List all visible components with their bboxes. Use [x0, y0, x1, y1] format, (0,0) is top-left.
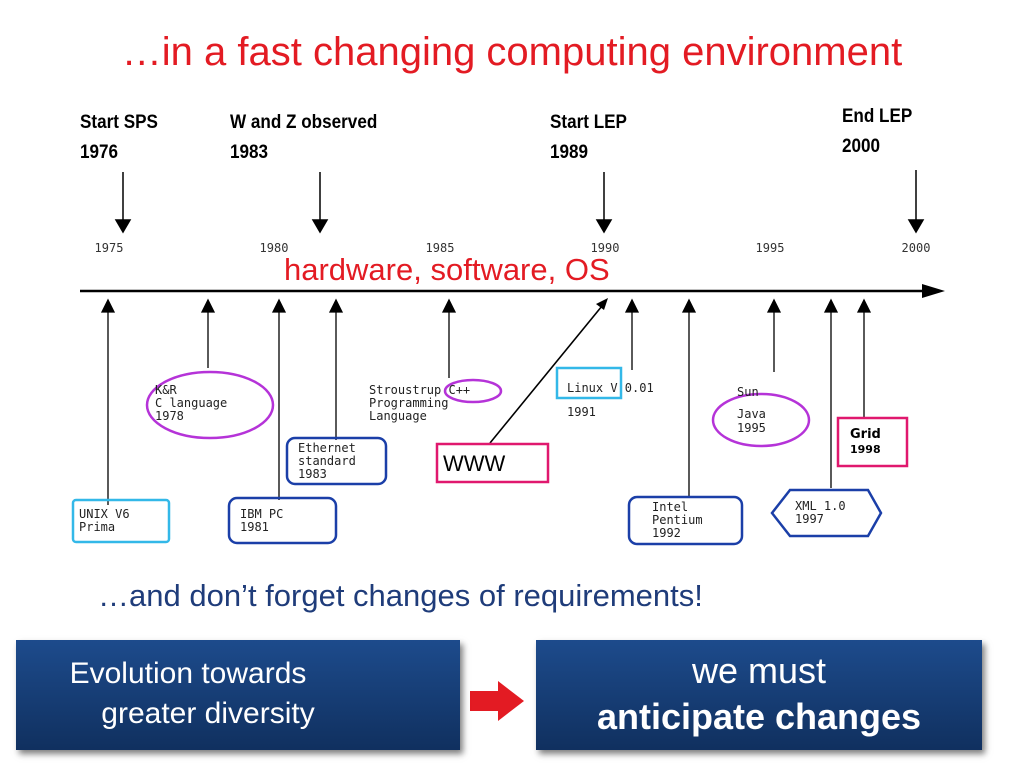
event-line: 1981 — [240, 520, 269, 534]
milestone-year: 1989 — [550, 142, 589, 163]
milestone-arrowhead — [311, 219, 329, 234]
event-line: Programming — [369, 396, 449, 410]
cpp-ellipse — [443, 378, 503, 404]
panel-line-bold: anticipate changes — [596, 696, 922, 737]
event-line: K&R — [155, 383, 177, 397]
linux-box — [555, 366, 623, 400]
event-java: Sun Java 1995 — [737, 385, 766, 435]
event-line: 1998 — [850, 443, 881, 456]
milestone-arrowhead — [595, 219, 613, 234]
milestone-start-sps: Start SPS 1976 — [80, 108, 158, 168]
milestone-arrowhead — [114, 219, 132, 234]
event-line: Pentium — [652, 513, 703, 527]
panel-line: Evolution towards — [69, 657, 307, 690]
timeline-label: hardware, software, OS — [284, 252, 610, 287]
event-line: XML 1.0 — [795, 499, 846, 513]
slide-title: …in a fast changing computing environmen… — [121, 30, 903, 74]
event-line: Language — [369, 409, 427, 423]
arrowhead — [200, 298, 216, 313]
event-linux: Linux V 0.01 1991 — [567, 376, 654, 424]
unix-box — [71, 498, 171, 544]
arrowhead — [823, 298, 839, 313]
timeline-arrowhead — [922, 284, 945, 298]
www-arrowhead — [596, 298, 608, 310]
event-line: Java — [737, 407, 766, 421]
event-line: Sun — [737, 385, 759, 399]
event-line: standard — [298, 454, 356, 468]
milestone-label: Start SPS — [80, 112, 158, 133]
milestone-year: 2000 — [842, 136, 881, 157]
arrowhead — [271, 298, 287, 313]
panel-line: we must — [691, 650, 827, 691]
milestone-arrowhead — [907, 219, 925, 234]
event-line: UNIX V6 — [79, 507, 130, 521]
tick-label: 2000 — [901, 241, 931, 255]
tick-label: 1975 — [94, 241, 124, 255]
panel-line: greater diversity — [101, 697, 315, 730]
event-stroustrup: Stroustrup C++ Programming Language — [369, 384, 470, 423]
event-intel: Intel Pentium 1992 — [652, 501, 703, 540]
event-line: Stroustrup C++ — [369, 383, 471, 397]
tick-label: 1980 — [259, 241, 289, 255]
event-xml: XML 1.0 1997 — [795, 500, 846, 526]
red-arrow-body — [470, 691, 500, 711]
milestone-start-lep: Start LEP 1989 — [550, 108, 627, 168]
requirements-note: …and don’t forget changes of requirement… — [98, 578, 703, 613]
event-grid: Grid 1998 — [850, 427, 881, 457]
event-line: 1991 — [567, 405, 596, 419]
arrowhead — [441, 298, 457, 313]
intel-box — [627, 495, 744, 546]
www-arrow-line — [489, 305, 603, 444]
milestone-label: W and Z observed — [230, 112, 378, 133]
grid-box — [836, 416, 909, 468]
event-line: 1983 — [298, 467, 327, 481]
event-ethernet: Ethernet standard 1983 — [298, 442, 356, 481]
event-ibm-pc: IBM PC 1981 — [240, 508, 283, 534]
milestone-year: 1976 — [80, 142, 119, 163]
java-ellipse — [711, 392, 811, 448]
event-line: Intel — [652, 500, 689, 514]
event-line: C language — [155, 396, 228, 410]
xml-hexagon — [770, 488, 883, 538]
arrowhead — [766, 298, 782, 313]
arrowhead — [856, 298, 872, 313]
event-line: 1978 — [155, 409, 184, 423]
event-www: WWW — [443, 451, 506, 476]
milestone-wz-observed: W and Z observed 1983 — [230, 108, 377, 168]
milestone-label: End LEP — [842, 106, 913, 127]
kr-ellipse — [145, 370, 275, 440]
milestone-year: 1983 — [230, 142, 269, 163]
milestone-label: Start LEP — [550, 112, 627, 133]
event-line: IBM PC — [240, 507, 284, 521]
event-line: 1995 — [737, 421, 766, 435]
event-line: Grid — [850, 427, 881, 442]
www-box — [435, 442, 550, 484]
diversity-panel: Evolution towards greater diversity — [16, 640, 460, 750]
milestone-end-lep: End LEP 2000 — [842, 102, 912, 162]
event-kr: K&R C language 1978 — [155, 384, 227, 423]
tick-label: 1995 — [755, 241, 785, 255]
arrowhead — [328, 298, 344, 313]
arrowhead — [624, 298, 640, 313]
red-arrow-icon — [498, 681, 524, 721]
event-line: Linux V 0.01 — [567, 381, 654, 395]
tick-label: 1985 — [425, 241, 455, 255]
ethernet-box — [285, 436, 388, 486]
anticipate-panel: we must anticipate changes — [536, 640, 982, 750]
tick-label: 1990 — [590, 241, 620, 255]
event-line: Ethernet — [298, 441, 356, 455]
event-unix: UNIX V6 Prima — [79, 508, 130, 534]
event-line: 1992 — [652, 526, 681, 540]
ibm-box — [227, 496, 338, 545]
arrowhead — [100, 298, 116, 313]
event-line: 1997 — [795, 512, 824, 526]
event-line: Prima — [79, 520, 116, 534]
arrowhead — [681, 298, 697, 313]
